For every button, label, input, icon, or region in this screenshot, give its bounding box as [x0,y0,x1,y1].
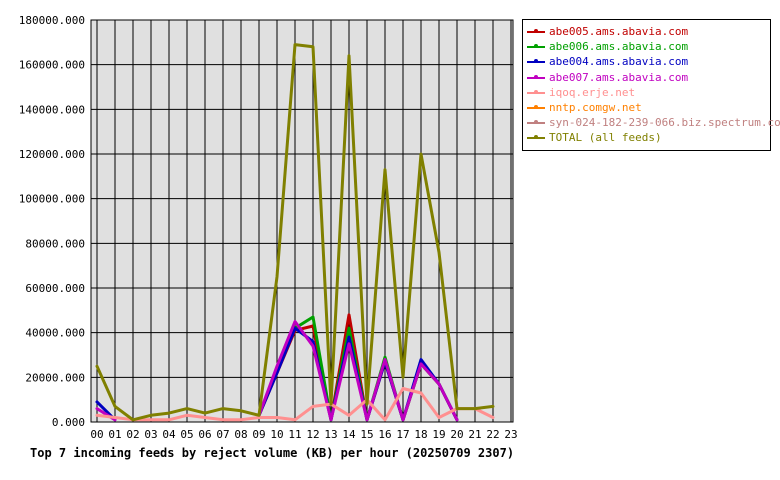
legend-item: syn-024-182-239-066.biz.spectrum.com [527,115,780,130]
x-tick-label: 23 [504,428,517,441]
legend-label: syn-024-182-239-066.biz.spectrum.com [549,116,780,130]
x-tick-label: 03 [144,428,157,441]
legend-item: abe004.ams.abavia.com [527,54,688,69]
x-tick-label: 05 [180,428,193,441]
legend-label: abe005.ams.abavia.com [549,25,689,38]
x-tick-label: 19 [432,428,445,441]
plot-border [90,19,514,423]
legend-swatch [527,54,545,69]
x-tick-label: 13 [324,428,337,441]
x-tick-label: 09 [252,428,265,441]
plot-area [91,20,513,422]
x-tick-label: 04 [162,428,176,441]
legend-swatch [527,100,545,115]
chart-title: Top 7 incoming feeds by reject volume (K… [30,446,515,460]
y-tick-label: 80000.000 [25,237,85,250]
x-tick-label: 21 [468,428,481,441]
x-tick-label: 17 [396,428,409,441]
series-line-4 [95,387,495,422]
x-tick-label: 18 [414,428,427,441]
legend-label: abe006.ams.abavia.com [549,40,689,54]
x-tick-label: 01 [108,428,121,441]
legend-swatch [527,70,545,85]
y-tick-label: 160000.000 [19,59,85,72]
y-tick-label: 0.000 [52,416,85,429]
legend-swatch [527,115,545,130]
legend: abe005.ams.abavia.com abe006.ams.abavia.c… [522,19,780,151]
legend-swatch [527,130,545,145]
legend-item: TOTAL (all feeds) [527,130,662,145]
x-tick-label: 12 [306,428,319,441]
x-tick-label: 00 [90,428,103,441]
legend-item: nntp.comgw.net [527,100,642,115]
x-tick-label: 15 [360,428,373,441]
x-tick-label: 14 [342,428,356,441]
legend-label: nntp.comgw.net [549,101,642,114]
legend-item: iqoq.erje.net [527,85,635,100]
x-tick-label: 06 [198,428,211,441]
legend-item: abe007.ams.abavia.com [527,70,688,85]
y-tick-label: 20000.000 [25,371,85,384]
legend-swatch [527,24,545,39]
legend-label: abe004.ams.abavia.com [549,55,689,69]
y-tick-label: 180000.000 [19,14,85,27]
legend-swatch [527,39,545,54]
x-tick-label: 22 [486,428,499,441]
x-tick-label: 08 [234,428,247,441]
legend-label: iqoq.erje.net [549,85,636,99]
y-tick-label: 40000.000 [25,327,85,340]
legend-swatch [527,85,545,100]
legend-item: abe005.ams.abavia.com [527,24,688,39]
legend-label: TOTAL (all feeds) [549,131,662,145]
x-tick-label: 07 [216,428,229,441]
x-tick-label: 11 [288,428,301,441]
legend-item: abe006.ams.abavia.com [527,39,688,54]
y-tick-label: 120000.000 [19,148,85,161]
series-line-7 [95,43,495,422]
series-line-3 [257,320,459,422]
x-tick-label: 10 [270,428,283,441]
x-tick-label: 20 [450,428,463,441]
x-tick-label: 02 [126,428,139,441]
y-tick-label: 60000.000 [25,282,85,295]
x-tick-label: 16 [378,428,391,441]
y-tick-label: 140000.000 [19,103,85,116]
y-tick-label: 100000.000 [19,193,85,206]
legend-label: abe007.ams.abavia.com [549,70,689,84]
